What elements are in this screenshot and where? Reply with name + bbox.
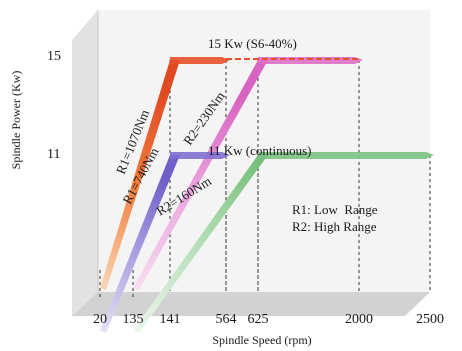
x-tick-label-2500: 2500 (416, 312, 444, 327)
legend-r2: R2: High Range (292, 219, 377, 234)
series-plateau-r2-160 (258, 152, 434, 159)
series-plateau-r1-1070 (170, 57, 230, 64)
series-ramp-r1-1070 (100, 60, 180, 290)
annotation-15kw: 15 Kw (S6-40%) (208, 36, 297, 51)
y-axis-title: Spindle Power (Kw) (9, 71, 23, 170)
series-plateau-r1-740 (170, 152, 230, 159)
y-tick-label-15: 15 (47, 49, 61, 64)
annotation-11kw: 11 Kw (continuous) (208, 143, 312, 158)
x-tick-label-141: 141 (160, 312, 181, 327)
x-tick-label-135: 135 (123, 312, 144, 327)
x-tick-label-20: 20 (93, 312, 107, 327)
x-tick-label-625: 625 (248, 312, 269, 327)
x-tick-label-2000: 2000 (345, 312, 373, 327)
x-axis-title: Spindle Speed (rpm) (212, 333, 311, 347)
series-ramp-r1-740 (100, 155, 180, 333)
y-tick-label-11: 11 (47, 147, 60, 162)
series-ramp-r2-160 (133, 155, 268, 333)
legend-r1: R1: Low Range (292, 202, 378, 217)
x-tick-label-564: 564 (216, 312, 237, 327)
chart-marks (99, 57, 434, 333)
series-ramp-r2-230 (133, 60, 268, 290)
left-wall (72, 10, 98, 316)
back-wall (98, 10, 430, 292)
